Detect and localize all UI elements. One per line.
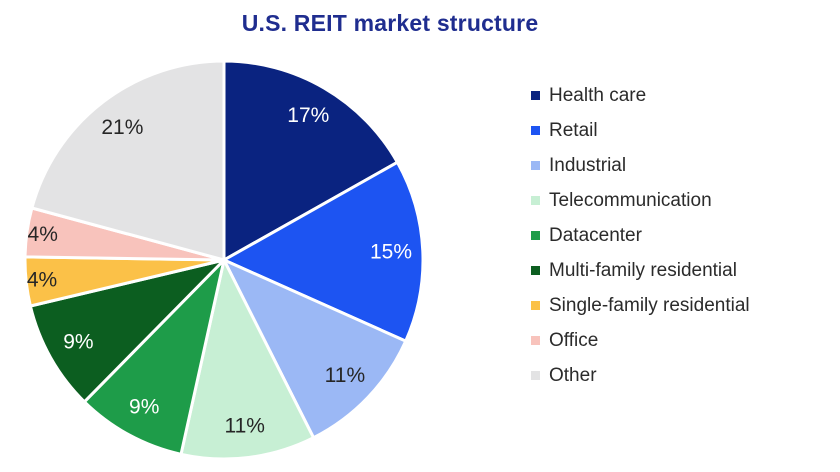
legend-swatch-icon <box>531 196 540 205</box>
legend-item-label: Health care <box>549 85 647 106</box>
legend-item-other: Other <box>531 366 750 385</box>
legend-item-label: Telecommunication <box>549 190 712 211</box>
legend-swatch-icon <box>531 301 540 310</box>
legend-swatch-icon <box>531 371 540 380</box>
pie-slice-value-label: 4% <box>28 223 58 246</box>
legend-swatch-icon <box>531 231 540 240</box>
pie-slice-value-label: 4% <box>27 268 57 291</box>
pie-slice-other <box>30 59 226 262</box>
legend-item-industrial: Industrial <box>531 156 750 175</box>
pie-slice-value-label: 11% <box>224 414 264 437</box>
chart-title: U.S. REIT market structure <box>241 10 539 36</box>
legend-swatch-icon <box>531 91 540 100</box>
pie-slice-value-label: 11% <box>325 364 365 387</box>
legend-item-label: Retail <box>549 120 598 141</box>
pie-slice-retail <box>222 160 425 343</box>
legend-swatch-icon <box>531 161 540 170</box>
pie-svg: 17% 15% 11% 11% 9% 9% 4% 4% 21% <box>23 59 425 461</box>
pie-slice-datacenter <box>82 258 226 456</box>
legend-swatch-icon <box>531 126 540 135</box>
legend-item-label: Single-family residential <box>549 295 750 316</box>
legend-item-label: Multi-family residential <box>549 260 737 281</box>
legend-item-label: Office <box>549 330 599 351</box>
legend-item-office: Office <box>531 331 750 350</box>
legend-item-datacenter: Datacenter <box>531 226 750 245</box>
legend-item-health-care: Health care <box>531 86 750 105</box>
legend-item-label: Other <box>549 365 597 386</box>
legend-item-label: Datacenter <box>549 225 642 246</box>
legend-item-telecommunication: Telecommunication <box>531 191 750 210</box>
legend: Health care Retail Industrial Telecommunica… <box>531 86 750 385</box>
pie-chart: 17% 15% 11% 11% 9% 9% 4% 4% 21% <box>14 50 434 470</box>
legend-item-label: Industrial <box>549 155 627 176</box>
legend-swatch-icon <box>531 266 540 275</box>
pie-slice-value-label: 17% <box>287 104 329 127</box>
pie-slice-health-care <box>222 59 399 262</box>
legend-swatch-icon <box>531 336 540 345</box>
pie-slice-industrial <box>222 258 408 440</box>
legend-item-multi-family-residential: Multi-family residential <box>531 261 750 280</box>
pie-slice-value-label: 21% <box>101 116 143 139</box>
pie-slice-value-label: 9% <box>129 395 159 418</box>
legend-item-retail: Retail <box>531 121 750 140</box>
legend-item-single-family-residential: Single-family residential <box>531 296 750 315</box>
pie-slice-value-label: 15% <box>370 241 412 264</box>
pie-slice-value-label: 9% <box>63 331 93 354</box>
